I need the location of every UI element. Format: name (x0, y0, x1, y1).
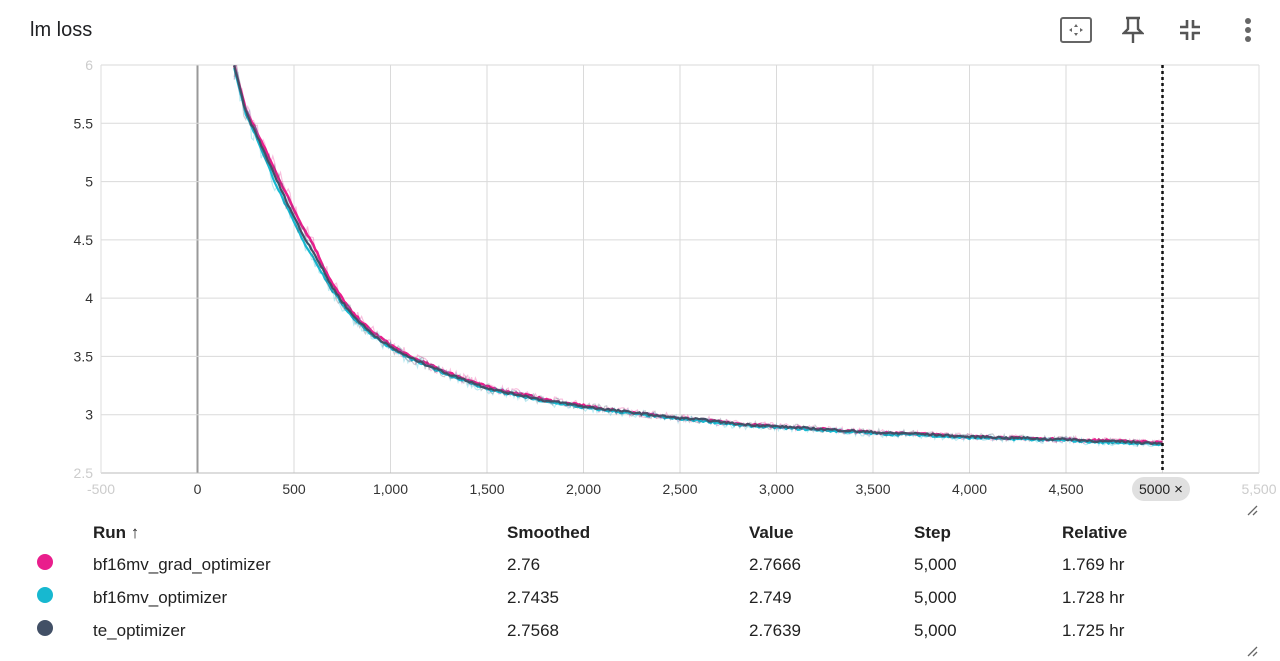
smoothed-column-header[interactable]: Smoothed (507, 523, 591, 542)
run-name: te_optimizer (93, 620, 186, 640)
series-line-bf16mv_optimizer (233, 67, 1164, 447)
table-header-row: Run ↑ Smoothed Value Step Relative (30, 518, 1222, 548)
x-tick-label: 4,500 (1048, 481, 1083, 497)
x-tick-label: 1,000 (373, 481, 408, 497)
smoothed-value: 2.7568 (507, 620, 559, 640)
line-chart[interactable]: -500 0 500 1,000 1,500 2,000 2,500 3,000 3,500 4,… (0, 0, 1280, 510)
series-raw-bf16mv_grad_optimizer (233, 65, 1163, 446)
raw-value: 2.7639 (749, 620, 801, 640)
close-icon[interactable]: × (1174, 480, 1183, 498)
series-raw-te_optimizer (233, 65, 1164, 448)
y-tick-label: 5.5 (74, 115, 94, 131)
series-raw-bf16mv_optimizer (233, 71, 1163, 448)
table-row: bf16mv_grad_optimizer 2.76 2.7666 5,000 … (30, 548, 1222, 581)
table-row: bf16mv_optimizer 2.7435 2.749 5,000 1.72… (30, 581, 1222, 614)
relative-time: 1.725 hr (1062, 620, 1125, 640)
step-marker-label: 5000 (1139, 481, 1171, 497)
raw-value: 2.749 (749, 587, 792, 607)
value-column-header[interactable]: Value (749, 523, 794, 542)
run-name: bf16mv_grad_optimizer (93, 554, 271, 574)
fit-domain-icon (1060, 17, 1092, 43)
run-name: bf16mv_optimizer (93, 587, 228, 607)
smoothed-value: 2.76 (507, 554, 541, 574)
x-tick-label: 2,500 (662, 481, 697, 497)
run-table: Run ↑ Smoothed Value Step Relative bf16m… (30, 518, 1222, 647)
resize-handle-icon[interactable] (1246, 645, 1258, 657)
run-color-dot[interactable] (37, 587, 53, 603)
step-column-header[interactable]: Step (914, 523, 951, 542)
x-tick-label: 3,000 (759, 481, 794, 497)
series-line-te_optimizer (233, 65, 1163, 446)
x-tick-label: 1,500 (469, 481, 504, 497)
more-vert-icon (1245, 18, 1251, 42)
run-color-dot[interactable] (37, 620, 53, 636)
y-tick-label: 2.5 (74, 465, 94, 481)
y-tick-label: 5 (85, 174, 93, 190)
x-tick-label: 0 (194, 481, 202, 497)
x-tick-label: -500 (87, 481, 115, 497)
pin-button[interactable] (1115, 12, 1151, 48)
collapse-icon (1180, 20, 1200, 40)
x-tick-label: 5,500 (1241, 481, 1276, 497)
relative-column-header[interactable]: Relative (1062, 523, 1128, 542)
x-tick-label: 500 (282, 481, 306, 497)
more-menu-button[interactable] (1230, 12, 1266, 48)
card-title: lm loss (30, 19, 93, 41)
fit-domain-button[interactable] (1058, 12, 1094, 48)
x-tick-label: 3,500 (855, 481, 890, 497)
pin-icon (1122, 16, 1144, 43)
y-tick-label: 6 (85, 57, 93, 73)
raw-value: 2.7666 (749, 554, 801, 574)
chart-series (232, 65, 1164, 448)
series-line-bf16mv_grad_optimizer (232, 65, 1163, 445)
step-marker-chip[interactable]: 5000 × (1132, 477, 1190, 501)
step-value: 5,000 (914, 587, 957, 607)
table-row: te_optimizer 2.7568 2.7639 5,000 1.725 h… (30, 614, 1222, 647)
y-tick-label: 4 (85, 290, 93, 306)
step-value: 5,000 (914, 554, 957, 574)
y-tick-label: 4.5 (74, 232, 94, 248)
relative-time: 1.769 hr (1062, 554, 1125, 574)
y-tick-label: 3 (85, 407, 93, 423)
resize-handle-icon[interactable] (1246, 504, 1258, 516)
step-value: 5,000 (914, 620, 957, 640)
x-tick-label: 4,000 (952, 481, 987, 497)
y-tick-label: 3.5 (74, 348, 94, 364)
relative-time: 1.728 hr (1062, 587, 1125, 607)
run-column-header[interactable]: Run ↑ (93, 523, 140, 542)
chart-ticks: -500 0 500 1,000 1,500 2,000 2,500 3,000 3,500 4,… (74, 57, 1277, 497)
collapse-button[interactable] (1172, 12, 1208, 48)
smoothed-value: 2.7435 (507, 587, 559, 607)
x-tick-label: 2,000 (566, 481, 601, 497)
chart-grid (100, 64, 1260, 474)
run-color-dot[interactable] (37, 554, 53, 570)
